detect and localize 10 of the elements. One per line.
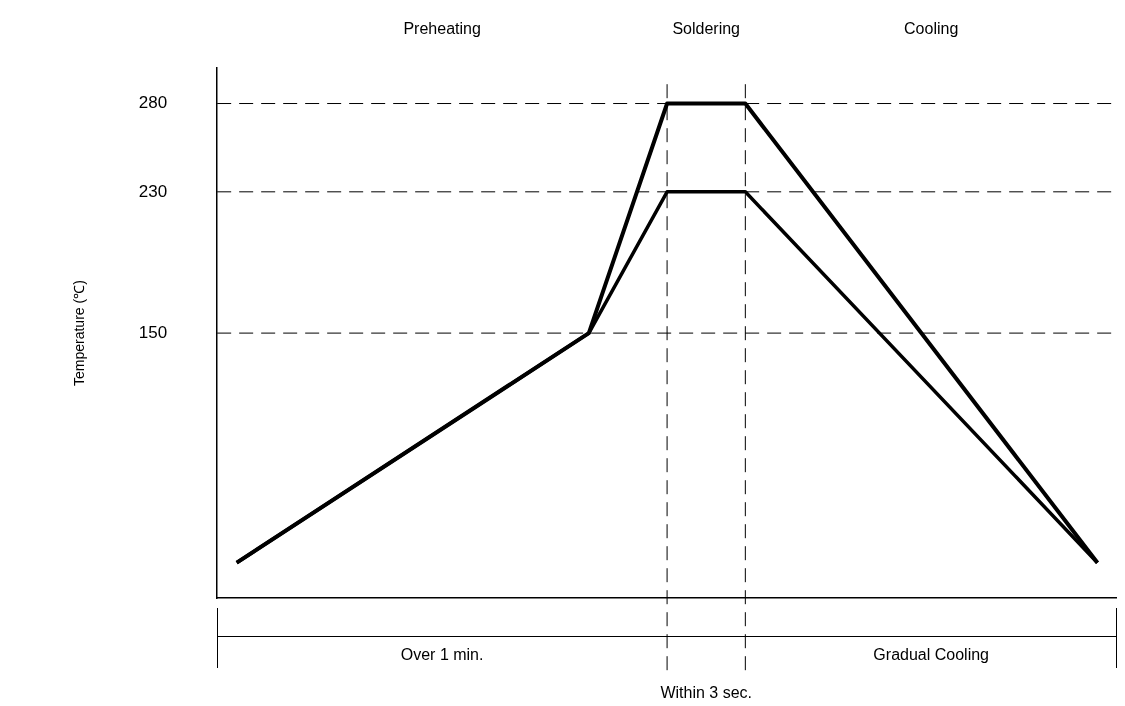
text: Over 1 min. <box>400 646 484 664</box>
y-tick-label: 280 <box>138 93 168 113</box>
y-tick-label: 150 <box>138 322 168 342</box>
text: Cooling <box>904 20 959 38</box>
text: Preheating <box>403 20 481 38</box>
y-axis-title: Temperature (℃) <box>71 280 88 387</box>
y-tick-label: 230 <box>138 181 168 201</box>
text: Within 3 sec. <box>660 684 752 702</box>
text: Gradual Cooling <box>873 646 989 664</box>
text: Soldering <box>672 20 741 38</box>
